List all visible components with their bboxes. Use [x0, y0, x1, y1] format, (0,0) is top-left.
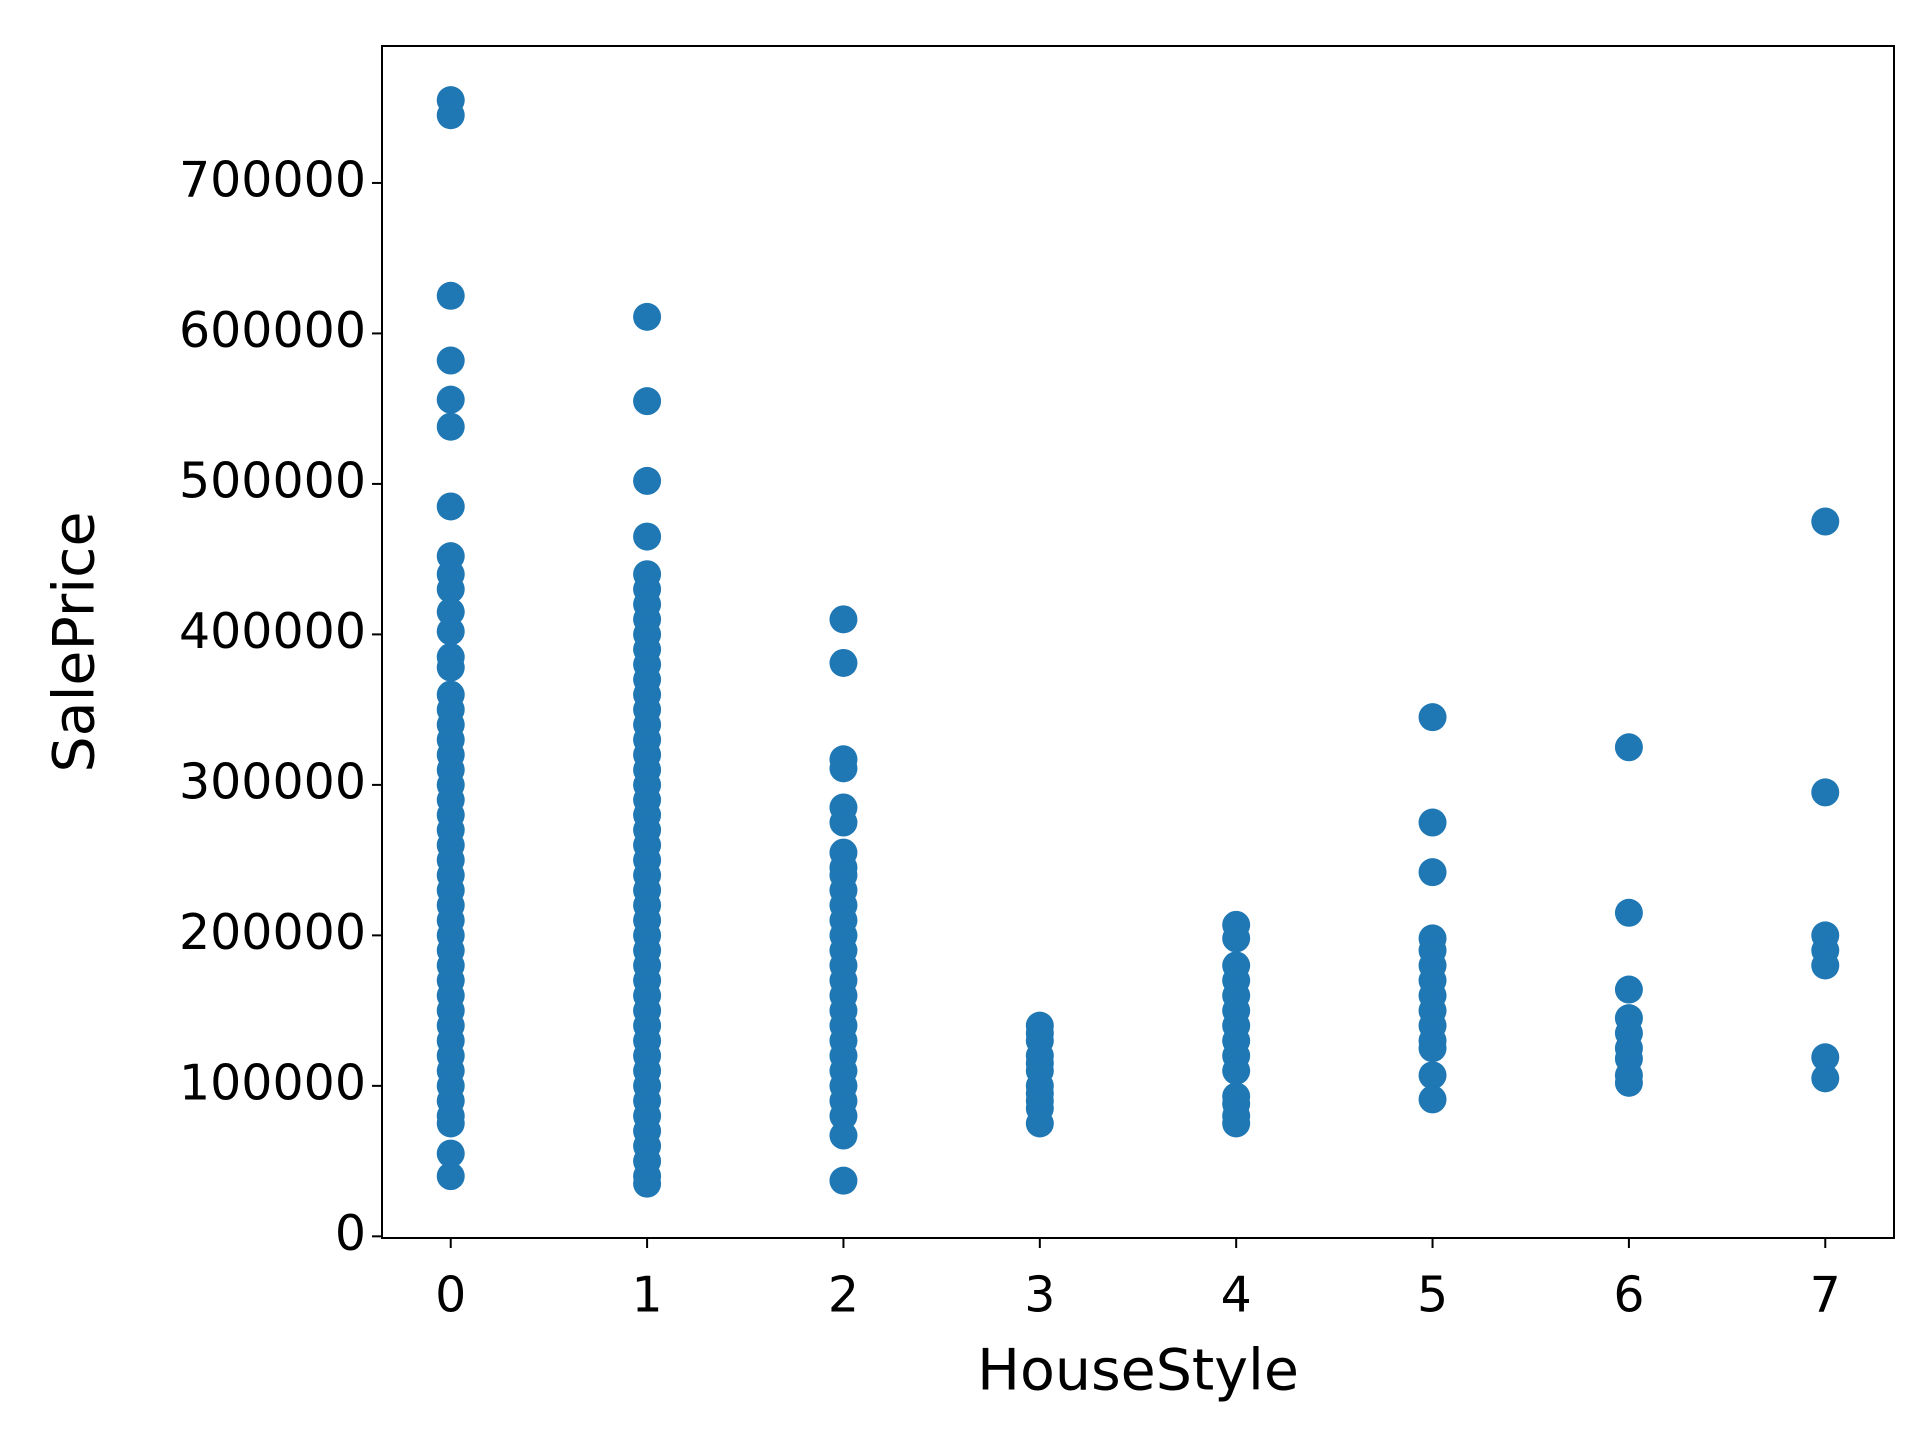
- point: [1614, 733, 1643, 762]
- x-tick-label: 2: [828, 1267, 859, 1324]
- point: [1418, 808, 1447, 837]
- point: [829, 1166, 858, 1195]
- point: [633, 1169, 662, 1198]
- point: [1418, 1034, 1447, 1063]
- point: [1614, 898, 1643, 927]
- x-tick-label: 4: [1221, 1267, 1252, 1324]
- point: [633, 302, 662, 331]
- x-tick-label: 3: [1024, 1267, 1055, 1324]
- point: [1811, 778, 1840, 807]
- x-axis-label: HouseStyle: [977, 1338, 1299, 1404]
- y-tick-label: 400000: [179, 603, 366, 660]
- point: [1418, 703, 1447, 732]
- x-tick-label: 6: [1613, 1267, 1644, 1324]
- point: [1811, 951, 1840, 980]
- point: [1811, 1064, 1840, 1093]
- point: [436, 1139, 465, 1168]
- y-tick-label: 700000: [179, 151, 366, 208]
- point: [436, 1109, 465, 1138]
- point: [829, 808, 858, 837]
- point: [1025, 1109, 1054, 1138]
- point: [436, 385, 465, 414]
- x-tick-label: 7: [1810, 1267, 1841, 1324]
- x-tick-label: 1: [631, 1267, 662, 1324]
- y-tick-label: 500000: [179, 452, 366, 509]
- point: [829, 1121, 858, 1150]
- plot-area: [436, 86, 1840, 1198]
- x-tick-label: 5: [1417, 1267, 1448, 1324]
- y-tick-label: 300000: [179, 753, 366, 810]
- point: [436, 575, 465, 604]
- point: [436, 346, 465, 375]
- point: [1811, 507, 1840, 536]
- point: [436, 281, 465, 310]
- point: [436, 653, 465, 682]
- point: [1614, 975, 1643, 1004]
- point: [633, 387, 662, 416]
- point: [633, 522, 662, 551]
- axes-frame: [381, 45, 1895, 1239]
- y-tick-label: 0: [335, 1205, 366, 1262]
- point: [1418, 1061, 1447, 1090]
- y-tick-label: 200000: [179, 904, 366, 961]
- point: [436, 101, 465, 130]
- point: [436, 412, 465, 441]
- point: [1222, 1109, 1251, 1138]
- y-axis-label: SalePrice: [42, 511, 108, 772]
- y-tick-label: 600000: [179, 302, 366, 359]
- point: [829, 754, 858, 783]
- point: [1222, 1056, 1251, 1085]
- point: [436, 597, 465, 626]
- point: [436, 617, 465, 646]
- point: [436, 492, 465, 521]
- point: [436, 1162, 465, 1191]
- y-tick-label: 100000: [179, 1054, 366, 1111]
- point: [829, 648, 858, 677]
- x-tick-label: 0: [435, 1267, 466, 1324]
- point: [1418, 1085, 1447, 1114]
- point: [829, 605, 858, 634]
- point: [1811, 1043, 1840, 1072]
- point: [1418, 858, 1447, 887]
- point: [1614, 1068, 1643, 1097]
- point: [829, 1101, 858, 1130]
- point: [633, 466, 662, 495]
- point: [1222, 924, 1251, 953]
